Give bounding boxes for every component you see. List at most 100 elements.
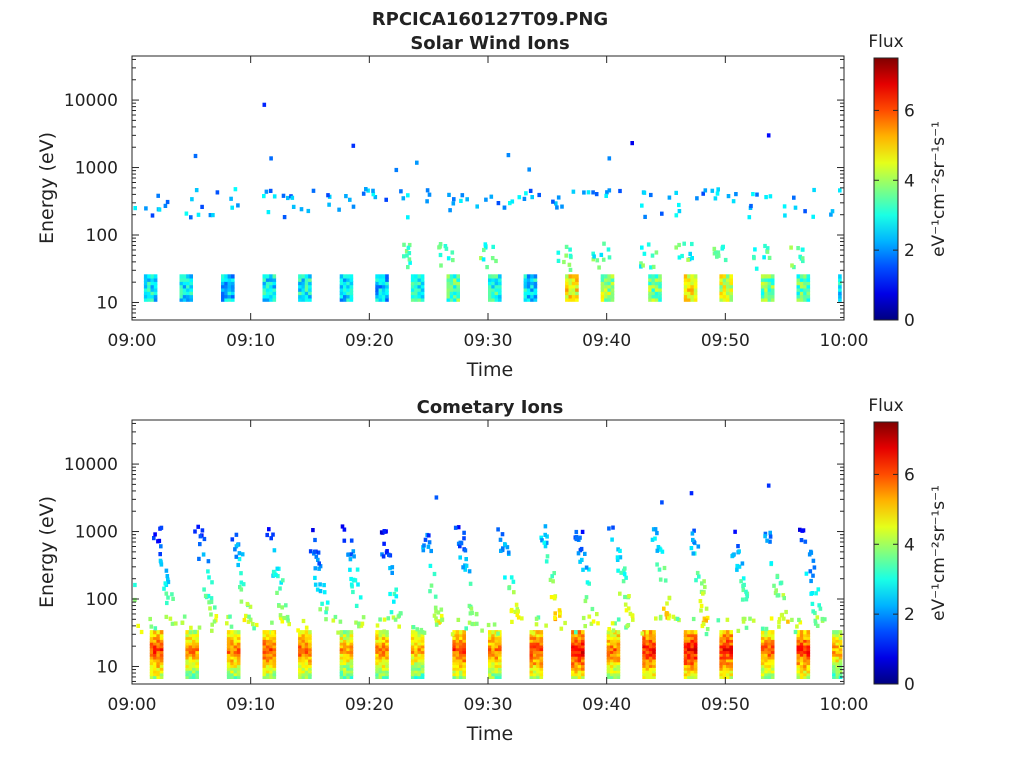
spectrogram-pixel — [673, 616, 678, 621]
spectrogram-pixel — [304, 632, 309, 638]
spectrogram-pixel — [298, 649, 302, 654]
spectrogram-pixel — [838, 632, 843, 638]
spectrogram-pixel — [278, 613, 283, 618]
spectrogram-pixel — [751, 618, 756, 623]
spectrogram-pixel — [582, 190, 586, 195]
spectrogram-pixel — [221, 277, 225, 282]
spectrogram-pixel — [539, 535, 543, 540]
spectrogram-pixel — [414, 672, 418, 677]
spectrogram-pixel — [790, 263, 794, 268]
spectrogram-pixel — [571, 189, 576, 194]
spectrogram-pixel — [835, 660, 840, 666]
spectrogram-pixel — [782, 204, 787, 209]
spectrogram-pixel — [195, 635, 199, 640]
spectrogram-pixel — [539, 635, 544, 640]
spectrogram-pixel — [265, 644, 270, 649]
spectrogram-pixel — [796, 630, 801, 635]
spectrogram-pixel — [796, 294, 801, 299]
spectrogram-pixel — [239, 580, 244, 585]
spectrogram-pixel — [529, 641, 534, 646]
spectrogram-pixel — [164, 614, 169, 619]
spectrogram-pixel — [799, 658, 804, 663]
spectrogram-pixel — [269, 674, 273, 679]
spectrogram-pixel — [491, 630, 495, 635]
spectrogram-pixel — [231, 297, 235, 302]
spectrogram-pixel — [381, 632, 386, 638]
spectrogram-pixel — [648, 277, 652, 282]
spectrogram-pixel — [693, 290, 698, 296]
spectrogram-pixel — [262, 655, 267, 660]
spectrogram-pixel — [224, 290, 228, 296]
spectrogram-pixel — [420, 632, 425, 638]
spectrogram-pixel — [577, 630, 582, 635]
spectrogram-pixel — [581, 615, 586, 621]
spectrogram-pixel — [308, 632, 312, 638]
spectrogram-pixel — [577, 644, 582, 649]
spectrogram-pixel — [624, 608, 629, 613]
spectrogram-pixel — [417, 277, 422, 282]
spectrogram-pixel — [381, 663, 386, 668]
spectrogram-pixel — [483, 242, 488, 247]
spectrogram-pixel — [699, 603, 704, 608]
spectrogram-pixel — [349, 635, 354, 640]
spectrogram-pixel — [488, 660, 492, 666]
spectrogram-pixel — [226, 635, 231, 640]
spectrogram-pixel — [159, 672, 164, 677]
spectrogram-pixel — [803, 669, 807, 674]
spectrogram-pixel — [606, 247, 611, 252]
spectrogram-pixel — [301, 290, 306, 296]
spectrogram-pixel — [463, 548, 468, 553]
spectrogram-pixel — [385, 669, 389, 674]
spectrogram-pixel — [577, 641, 582, 646]
spectrogram-pixel — [687, 290, 691, 296]
spectrogram-pixel — [385, 284, 389, 289]
spectrogram-pixel — [308, 674, 312, 679]
spectrogram-pixel — [349, 646, 354, 652]
spectrogram-pixel — [402, 242, 406, 247]
spectrogram-pixel — [385, 281, 389, 286]
spectrogram-pixel — [463, 567, 467, 572]
spectrogram-pixel — [422, 543, 426, 548]
spectrogram-pixel — [153, 669, 157, 674]
spectrogram-pixel — [690, 669, 694, 674]
spectrogram-pixel — [196, 524, 200, 529]
spectrogram-pixel — [803, 649, 807, 654]
spectrogram-pixel — [587, 614, 592, 619]
spectrogram-pixel — [156, 649, 160, 654]
spectrogram-pixel — [729, 287, 733, 292]
spectrogram-pixel — [581, 660, 585, 666]
spectrogram-pixel — [536, 644, 540, 649]
x-tick-label: 09:20 — [345, 331, 394, 351]
spectrogram-pixel — [601, 257, 606, 262]
spectrogram-pixel — [185, 632, 189, 638]
spectrogram-pixel — [577, 658, 582, 663]
spectrogram-pixel — [299, 207, 304, 212]
spectrogram-pixel — [339, 666, 344, 671]
spectrogram-pixel — [462, 649, 466, 654]
spectrogram-pixel — [729, 294, 733, 299]
spectrogram-pixel — [683, 294, 688, 299]
spectrogram-pixel — [455, 669, 460, 674]
spectrogram-pixel — [455, 630, 460, 635]
spectrogram-pixel — [185, 660, 189, 666]
spectrogram-pixel — [446, 284, 451, 289]
y-tick-label: 10 — [96, 293, 118, 313]
spectrogram-pixel — [331, 618, 336, 623]
spectrogram-pixel — [693, 287, 698, 292]
spectrogram-pixel — [539, 655, 544, 660]
spectrogram-pixel — [262, 294, 267, 299]
spectrogram-pixel — [462, 638, 466, 643]
spectrogram-pixel — [767, 630, 772, 635]
spectrogram-pixel — [580, 529, 585, 534]
spectrogram-pixel — [722, 632, 727, 638]
spectrogram-pixel — [722, 638, 727, 643]
spectrogram-pixel — [149, 663, 154, 668]
spectrogram-pixel — [304, 674, 309, 679]
spectrogram-pixel — [236, 660, 241, 666]
spectrogram-pixel — [693, 630, 698, 635]
spectrogram-pixel — [610, 644, 614, 649]
spectrogram-pixel — [565, 294, 569, 299]
spectrogram-pixel — [764, 652, 768, 657]
spectrogram-pixel — [838, 660, 843, 666]
spectrogram-pixel — [343, 663, 347, 668]
